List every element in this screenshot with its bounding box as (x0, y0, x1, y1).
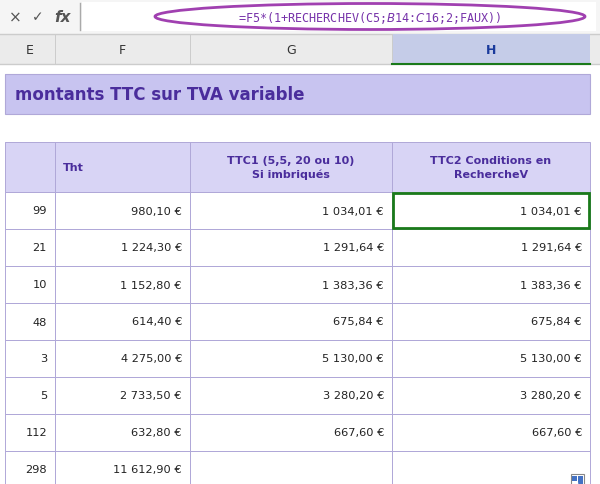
Bar (82, 3, 596, 32)
Text: E: E (26, 44, 34, 56)
Text: Tht: Tht (63, 163, 84, 173)
Text: TTC1 (5,5, 20 ou 10)
Si imbriqués: TTC1 (5,5, 20 ou 10) Si imbriqués (227, 156, 355, 180)
Text: 667,60 €: 667,60 € (334, 428, 384, 438)
Bar (55, 414, 190, 451)
Bar (5, 75, 590, 115)
Bar (0, 115, 600, 143)
Text: ×: × (8, 10, 22, 25)
Bar (5, 229, 590, 267)
Bar (5, 451, 590, 484)
Text: 675,84 €: 675,84 € (532, 317, 582, 327)
Text: 5 130,00 €: 5 130,00 € (520, 354, 582, 364)
Text: montants TTC sur TVA variable: montants TTC sur TVA variable (15, 86, 305, 104)
Text: 1 383,36 €: 1 383,36 € (322, 280, 384, 290)
Bar (392, 193, 590, 229)
Bar (393, 194, 589, 228)
Bar (55, 193, 190, 229)
Ellipse shape (155, 4, 585, 30)
Bar (0, 35, 600, 65)
Bar (5, 414, 55, 451)
Bar (55, 229, 190, 267)
Bar (190, 267, 392, 303)
Text: 1 034,01 €: 1 034,01 € (322, 206, 384, 216)
Bar (5, 143, 590, 193)
Bar (190, 229, 392, 267)
Bar (5, 340, 590, 377)
Text: 614,40 €: 614,40 € (131, 317, 182, 327)
Bar (5, 377, 55, 414)
Bar (392, 451, 590, 484)
Bar (392, 229, 590, 267)
Text: 667,60 €: 667,60 € (532, 428, 582, 438)
Text: =F5*(1+RECHERCHEV(C5;$B$14:$C$16;2;FAUX)): =F5*(1+RECHERCHEV(C5;$B$14:$C$16;2;FAUX)… (238, 10, 502, 26)
Bar (392, 267, 590, 303)
Text: +: + (575, 481, 580, 484)
Bar (578, 481, 583, 484)
Text: 298: 298 (25, 465, 47, 474)
Text: 1 383,36 €: 1 383,36 € (520, 280, 582, 290)
Bar (5, 414, 590, 451)
Bar (578, 476, 583, 481)
Text: 3 280,20 €: 3 280,20 € (521, 391, 582, 401)
Bar (5, 193, 55, 229)
Text: 1 152,80 €: 1 152,80 € (121, 280, 182, 290)
Bar (5, 267, 55, 303)
Bar (5, 340, 55, 377)
Text: 3 280,20 €: 3 280,20 € (323, 391, 384, 401)
Text: 980,10 €: 980,10 € (131, 206, 182, 216)
Bar (5, 143, 55, 193)
Bar (190, 143, 392, 193)
Bar (190, 340, 392, 377)
Text: 632,80 €: 632,80 € (131, 428, 182, 438)
Text: 1 224,30 €: 1 224,30 € (121, 243, 182, 253)
Bar (572, 476, 577, 481)
Text: 21: 21 (32, 243, 47, 253)
Text: 1 291,64 €: 1 291,64 € (323, 243, 384, 253)
Bar (5, 229, 55, 267)
Text: TTC2 Conditions en
RechercheV: TTC2 Conditions en RechercheV (430, 156, 551, 179)
Text: H: H (486, 44, 496, 56)
Bar (5, 303, 590, 340)
Bar (572, 481, 577, 484)
Text: 4 275,00 €: 4 275,00 € (121, 354, 182, 364)
Bar (0, 0, 600, 35)
Bar (392, 143, 590, 193)
Bar (190, 193, 392, 229)
Text: 5: 5 (40, 391, 47, 401)
Bar (571, 474, 584, 484)
Bar (5, 377, 590, 414)
Text: 10: 10 (32, 280, 47, 290)
Text: 675,84 €: 675,84 € (334, 317, 384, 327)
Bar (55, 267, 190, 303)
Text: 112: 112 (25, 428, 47, 438)
Text: F: F (119, 44, 126, 56)
Bar (5, 75, 590, 115)
Text: 2 733,50 €: 2 733,50 € (121, 391, 182, 401)
Bar (55, 340, 190, 377)
Bar (55, 451, 190, 484)
Text: 1 291,64 €: 1 291,64 € (521, 243, 582, 253)
Text: ✓: ✓ (32, 11, 44, 25)
Bar (5, 451, 55, 484)
Bar (392, 377, 590, 414)
Bar (392, 303, 590, 340)
Bar (190, 303, 392, 340)
Bar (392, 414, 590, 451)
Text: G: G (286, 44, 296, 56)
Bar (55, 303, 190, 340)
Bar (190, 377, 392, 414)
Bar (5, 303, 55, 340)
Bar (55, 377, 190, 414)
Bar (0, 65, 600, 75)
Bar (5, 267, 590, 303)
Text: 5 130,00 €: 5 130,00 € (322, 354, 384, 364)
Bar (190, 451, 392, 484)
Text: 11 612,90 €: 11 612,90 € (113, 465, 182, 474)
Bar (392, 35, 590, 65)
Bar (5, 193, 590, 229)
Bar (392, 340, 590, 377)
Text: 3: 3 (40, 354, 47, 364)
Text: 1 034,01 €: 1 034,01 € (520, 206, 582, 216)
Bar (55, 143, 190, 193)
Bar (190, 414, 392, 451)
